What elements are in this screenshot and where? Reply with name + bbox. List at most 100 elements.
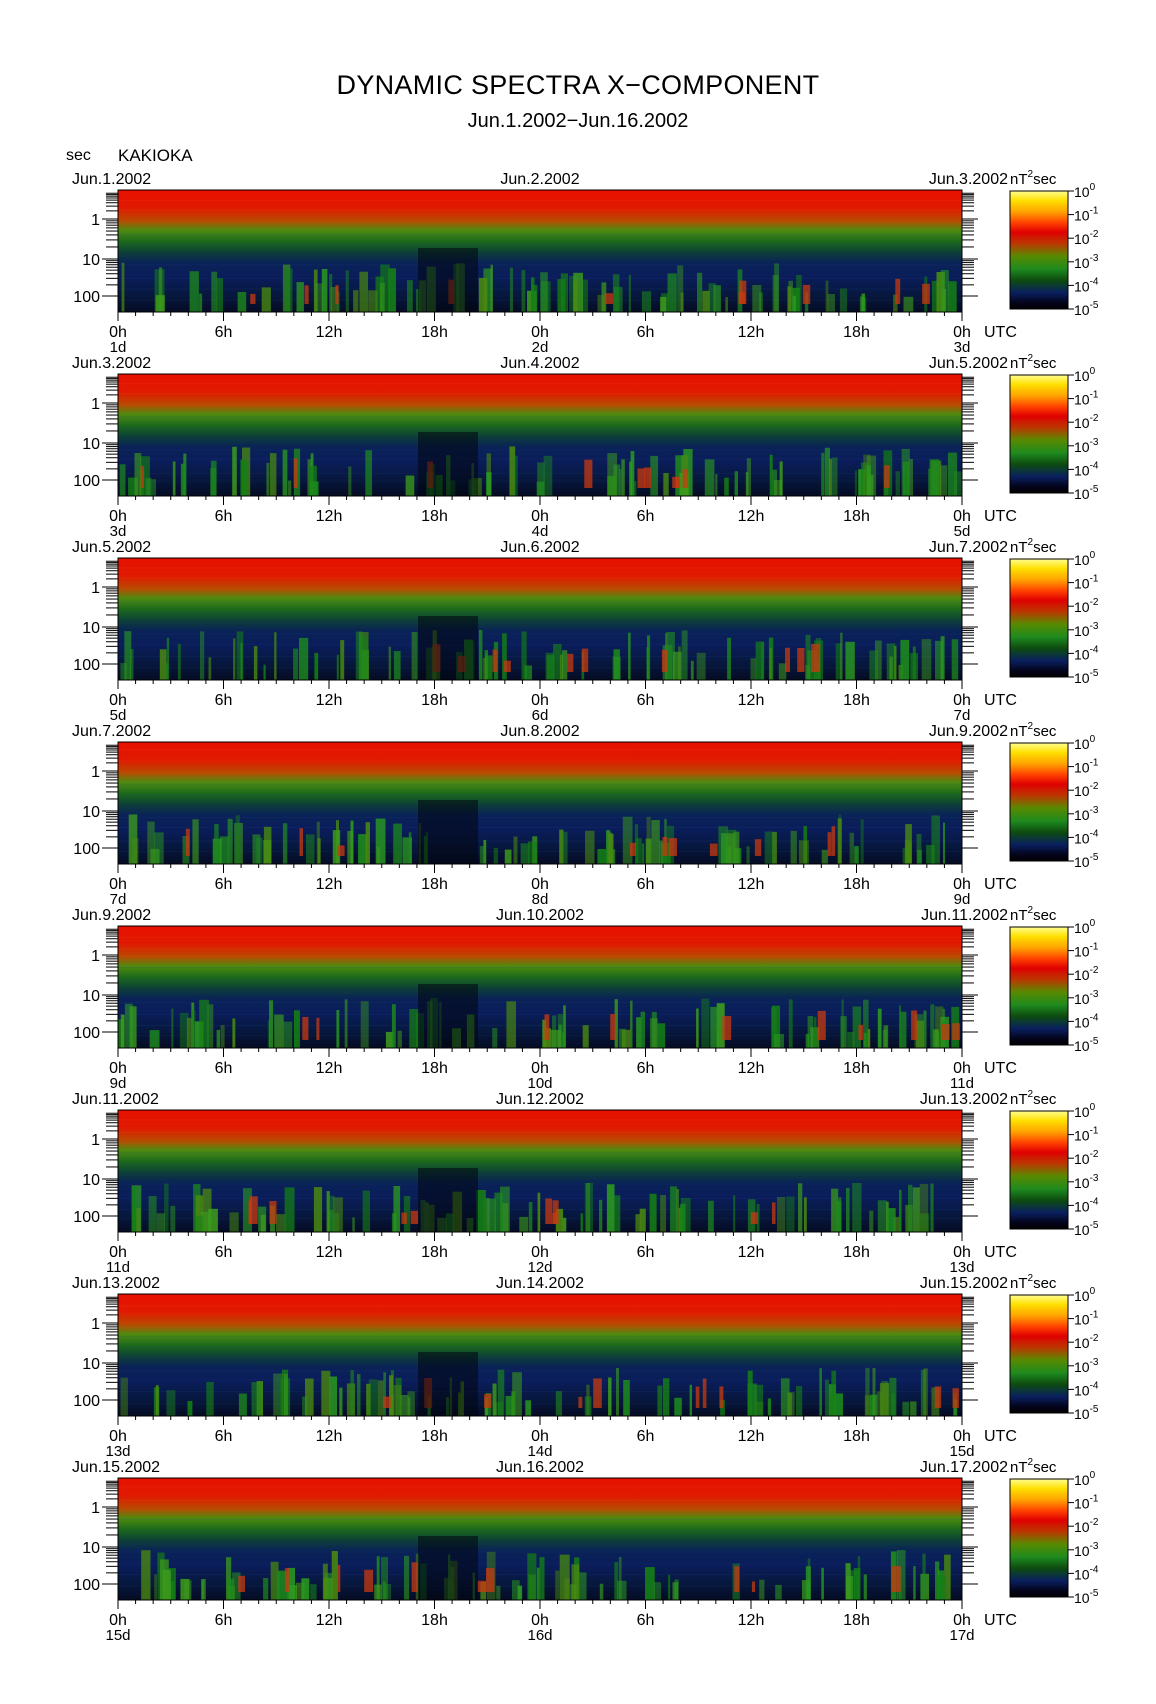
activity-burst	[708, 1200, 714, 1232]
day-label-middle: 2d	[532, 339, 549, 356]
activity-burst	[284, 268, 293, 312]
activity-burst	[306, 834, 315, 864]
activity-burst	[509, 446, 516, 496]
activity-burst	[229, 1212, 239, 1232]
activity-burst	[787, 286, 792, 312]
x-tick-label: 0h	[531, 1244, 549, 1261]
activity-burst	[195, 1215, 204, 1232]
colorbar-label: 10-4	[1074, 1196, 1099, 1214]
activity-burst	[528, 841, 538, 864]
colorbar-label: 10-3	[1074, 1173, 1099, 1191]
x-tick-label: 12h	[316, 876, 343, 893]
activity-burst	[393, 651, 401, 680]
x-tick-label: 6h	[215, 1428, 233, 1445]
activity-burst	[759, 1579, 765, 1600]
activity-burst	[947, 452, 958, 496]
activity-burst	[640, 1011, 645, 1048]
day-label-right: 5d	[954, 523, 971, 540]
x-axis-unit: UTC	[984, 1612, 1017, 1629]
activity-burst	[935, 640, 943, 680]
quiet-band	[418, 984, 478, 1048]
activity-burst	[617, 1580, 627, 1600]
activity-burst	[936, 1575, 947, 1600]
activity-burst	[273, 1373, 283, 1416]
activity-burst	[666, 632, 675, 680]
activity-burst	[796, 275, 802, 312]
activity-burst	[155, 1385, 159, 1416]
colorbar-label: 10-2	[1074, 781, 1099, 799]
activity-burst	[681, 630, 688, 680]
activity-burst	[903, 296, 914, 312]
activity-burst	[573, 281, 578, 312]
activity-burst	[690, 660, 694, 680]
panel-date-right: Jun.3.2002	[929, 171, 1008, 188]
activity-burst	[564, 1578, 570, 1600]
activity-burst	[562, 650, 568, 680]
activity-burst	[227, 818, 233, 864]
activity-burst	[201, 1579, 204, 1600]
activity-burst	[132, 1186, 136, 1232]
activity-burst	[753, 1384, 764, 1416]
activity-burst	[774, 1033, 784, 1048]
activity-burst	[571, 1564, 580, 1600]
x-tick-label: 6h	[215, 324, 233, 341]
day-label-left: 1d	[110, 339, 127, 356]
activity-burst-strong	[934, 1386, 942, 1408]
activity-burst	[727, 637, 731, 680]
colorbar	[1009, 742, 1069, 862]
activity-burst	[261, 287, 271, 312]
activity-burst	[375, 276, 384, 312]
colorbar-label: 10-1	[1074, 758, 1099, 776]
activity-burst	[305, 1378, 314, 1416]
x-tick-label: 0h	[109, 1060, 127, 1077]
activity-burst	[332, 830, 341, 864]
activity-burst	[846, 1187, 850, 1232]
activity-burst-strong	[817, 1010, 826, 1040]
activity-burst	[520, 843, 530, 864]
colorbar-label: 100	[1074, 550, 1096, 568]
activity-burst	[923, 1010, 927, 1048]
activity-burst-strong	[662, 837, 668, 856]
activity-burst	[314, 653, 319, 680]
activity-burst	[930, 1183, 934, 1232]
activity-burst-strong	[581, 648, 589, 672]
activity-burst-strong	[484, 1393, 492, 1408]
activity-burst	[584, 1182, 593, 1232]
activity-burst	[124, 1003, 133, 1048]
activity-burst	[365, 450, 372, 496]
day-label-right: 11d	[950, 1075, 974, 1092]
activity-burst	[725, 833, 735, 864]
activity-burst	[940, 270, 949, 312]
activity-burst	[366, 1383, 371, 1416]
activity-burst	[612, 274, 620, 312]
activity-burst	[631, 481, 637, 496]
activity-burst	[482, 658, 487, 680]
activity-burst	[340, 640, 345, 680]
activity-burst-strong	[401, 1212, 407, 1224]
activity-burst	[313, 269, 318, 312]
activity-burst	[263, 826, 272, 864]
y-tick-label: 1	[91, 764, 100, 781]
activity-burst	[199, 293, 203, 312]
activity-burst	[865, 1367, 870, 1416]
activity-burst	[869, 650, 879, 680]
activity-burst	[166, 637, 170, 680]
activity-burst	[579, 1572, 587, 1600]
activity-burst-strong	[337, 1564, 341, 1592]
activity-burst	[618, 1557, 622, 1600]
activity-burst	[944, 1554, 951, 1600]
activity-burst	[614, 1562, 619, 1600]
activity-burst	[940, 465, 948, 496]
activity-burst	[536, 1567, 540, 1600]
activity-burst	[164, 1183, 169, 1232]
spectrogram-panel-5: Jun.9.2002 Jun.10.2002 Jun.11.2002 nT2sec11…	[72, 905, 1099, 1092]
colorbar-label: 10-4	[1074, 1012, 1099, 1030]
colorbar-unit: nT2sec	[1010, 721, 1057, 740]
activity-burst	[827, 294, 835, 312]
y-axis-unit: sec	[66, 147, 91, 164]
activity-burst	[409, 1009, 419, 1048]
panel-date-middle: Jun.10.2002	[496, 907, 584, 924]
x-tick-label: 0h	[531, 324, 549, 341]
activity-burst	[216, 1029, 221, 1048]
activity-burst	[792, 295, 796, 312]
